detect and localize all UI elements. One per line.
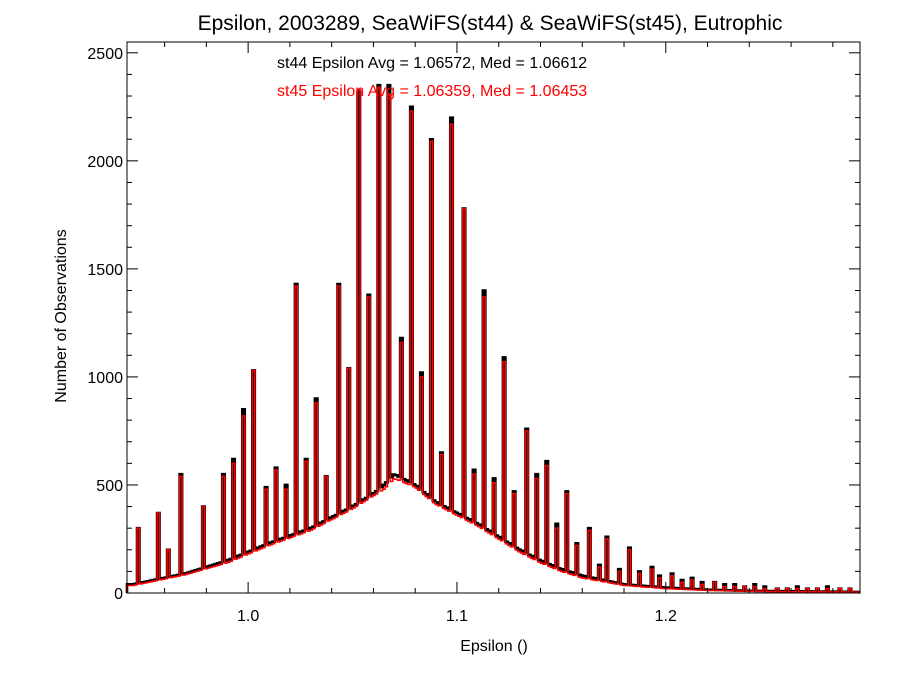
x-tick-label: 1.1 bbox=[446, 608, 468, 625]
axis-ticks: 0 500 1000 1500 2000 2500 1.0 1.1 1.2 bbox=[87, 42, 860, 625]
y-tick-label: 500 bbox=[96, 478, 123, 495]
y-axis-label: Number of Observations bbox=[53, 229, 70, 402]
st45-histogram-line bbox=[126, 86, 861, 594]
y-tick-label: 2000 bbox=[87, 154, 123, 171]
plot-frame bbox=[126, 41, 861, 594]
x-axis-label: Epsilon () bbox=[460, 638, 528, 655]
x-tick-label: 1.0 bbox=[237, 608, 259, 625]
chart-title: Epsilon, 2003289, SeaWiFS(st44) & SeaWiF… bbox=[198, 12, 783, 35]
x-tick-label: 1.2 bbox=[655, 608, 677, 625]
y-tick-label: 1000 bbox=[87, 370, 123, 387]
y-tick-label: 2500 bbox=[87, 46, 123, 63]
plot-area bbox=[125, 83, 861, 594]
st44-stats-annotation: st44 Epsilon Avg = 1.06572, Med = 1.0661… bbox=[277, 55, 587, 72]
y-tick-label: 1500 bbox=[87, 262, 123, 279]
st45-stats-annotation: st45 Epsilon Avg = 1.06359, Med = 1.0645… bbox=[277, 83, 587, 100]
y-tick-label: 0 bbox=[114, 586, 123, 603]
